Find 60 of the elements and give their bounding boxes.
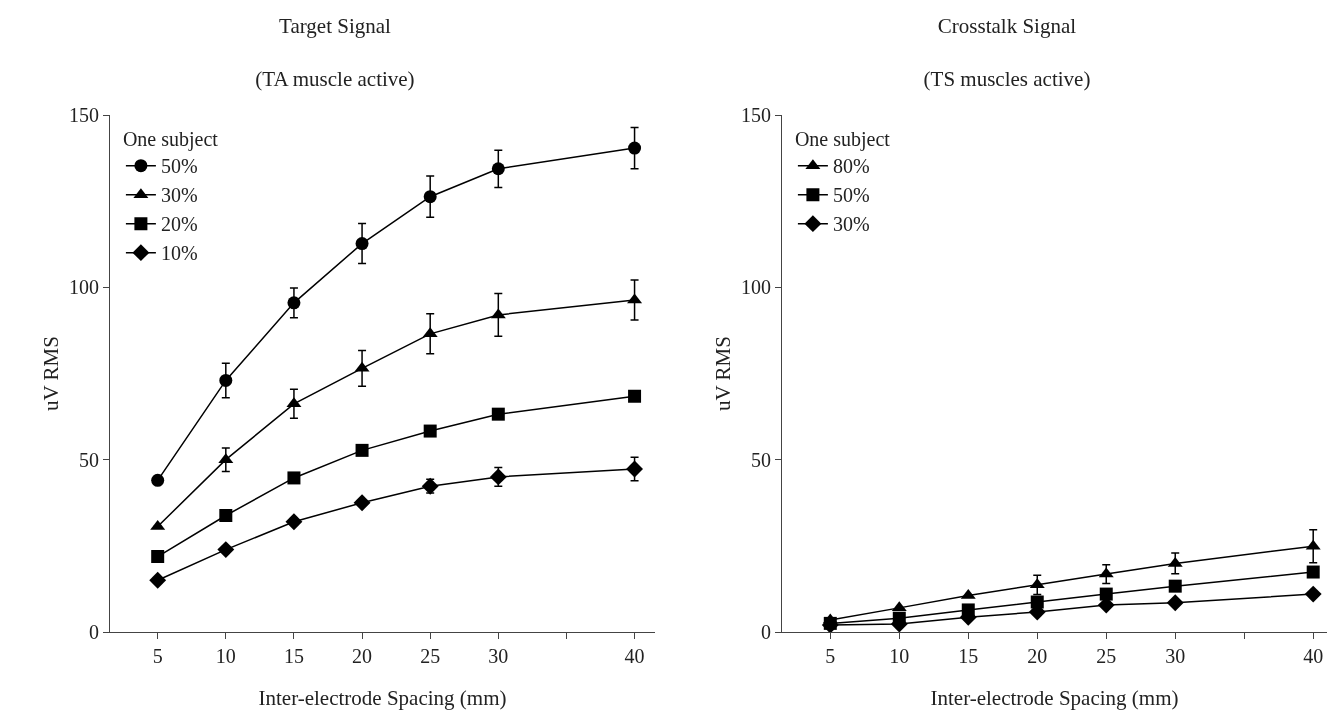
point — [423, 424, 437, 438]
point — [217, 541, 235, 559]
x-tick-label: 20 — [1027, 645, 1048, 667]
x-tick-label: 40 — [624, 645, 645, 667]
legend-label: 10% — [160, 242, 198, 265]
point — [151, 550, 165, 564]
point — [628, 389, 642, 403]
legend-title: One subject — [794, 128, 891, 152]
y-tick-label: 0 — [89, 621, 99, 643]
x-tick-label: 5 — [825, 645, 836, 667]
point — [489, 468, 507, 486]
x-tick-label: 40 — [1303, 645, 1324, 667]
x-tick-label: 25 — [1096, 645, 1117, 667]
x-tick-label: 10 — [215, 645, 236, 667]
point — [219, 373, 233, 387]
point — [628, 141, 642, 155]
point — [355, 237, 369, 251]
point — [491, 407, 505, 421]
legend-label: 50% — [832, 184, 870, 207]
y-tick-label: 150 — [69, 104, 99, 126]
legend-label: 30% — [832, 213, 870, 236]
y-tick-label: 50 — [79, 448, 99, 471]
legend-label: 20% — [160, 213, 198, 236]
y-axis-title: uV RMS — [711, 336, 735, 411]
point — [421, 477, 439, 495]
chart-title: Target Signal — [279, 13, 392, 38]
y-tick-label: 50 — [751, 448, 771, 471]
x-tick-label: 15 — [958, 645, 979, 667]
x-tick-label: 20 — [352, 645, 373, 667]
legend-label: 80% — [832, 155, 870, 178]
x-tick-label: 30 — [488, 645, 509, 667]
chart-title: Crosstalk Signal — [937, 13, 1077, 38]
point — [287, 296, 301, 310]
point — [355, 443, 369, 457]
y-axis-title: uV RMS — [39, 336, 63, 411]
y-tick-label: 0 — [761, 621, 771, 643]
x-axis-title: Inter-electrode Spacing (mm) — [258, 686, 507, 710]
point — [219, 509, 233, 522]
point — [149, 571, 167, 589]
legend-title: One subject — [122, 128, 219, 152]
point — [491, 162, 505, 176]
y-tick-label: 100 — [741, 276, 771, 299]
legend-label: 30% — [160, 184, 198, 207]
point — [285, 513, 303, 531]
point — [423, 190, 437, 204]
point — [353, 494, 371, 512]
x-axis-title: Inter-electrode Spacing (mm) — [930, 686, 1179, 710]
x-tick-label: 30 — [1165, 645, 1186, 667]
y-tick-label: 100 — [69, 276, 99, 299]
x-tick-label: 10 — [889, 645, 910, 667]
point — [287, 471, 301, 485]
chart-subtitle: (TS muscles active) — [923, 66, 1091, 91]
x-tick-label: 15 — [283, 645, 304, 667]
legend-label: 50% — [160, 155, 198, 178]
point — [626, 460, 644, 478]
x-tick-label: 5 — [152, 645, 163, 667]
chart-subtitle: (TA muscle active) — [255, 66, 415, 91]
y-tick-label: 150 — [741, 104, 771, 126]
point — [151, 473, 165, 487]
x-tick-label: 25 — [420, 645, 441, 667]
